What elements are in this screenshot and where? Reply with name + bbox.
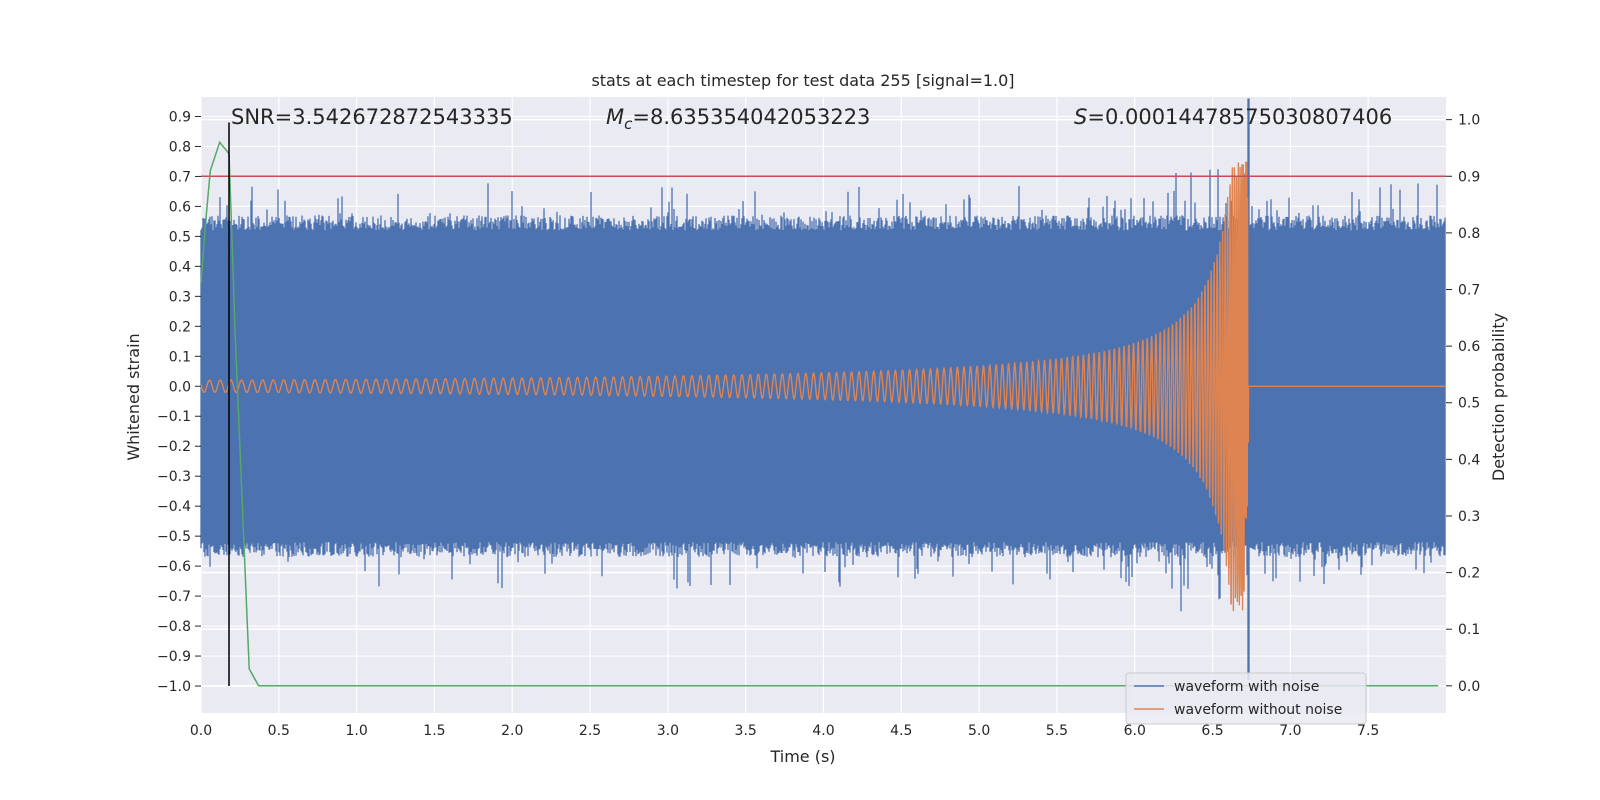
x-tick-label: 7.5 bbox=[1357, 723, 1379, 739]
y-tick-label: −0.3 bbox=[157, 469, 191, 485]
y-tick-label: −0.1 bbox=[157, 409, 191, 425]
y2-axis-label: Detection probability bbox=[1489, 313, 1508, 481]
chirp-mass-annotation: Mc=8.635354042053223 bbox=[606, 105, 870, 133]
y-tick-label: −0.6 bbox=[157, 559, 191, 575]
y-tick-label: 0.2 bbox=[169, 319, 191, 335]
y-tick-label: −0.2 bbox=[157, 439, 191, 455]
y2-tick-label: 0.0 bbox=[1458, 679, 1480, 695]
mc-symbol: M bbox=[606, 105, 624, 129]
y-tick-label: −1.0 bbox=[157, 679, 191, 695]
s-annotation: S=0.00014478575030807406 bbox=[1074, 105, 1392, 129]
y2-tick-label: 0.4 bbox=[1458, 452, 1480, 468]
x-tick-label: 5.5 bbox=[1046, 723, 1068, 739]
y2-tick-label: 0.1 bbox=[1458, 622, 1480, 638]
x-axis-label: Time (s) bbox=[769, 747, 835, 766]
x-tick-label: 1.0 bbox=[345, 723, 367, 739]
x-tick-label: 5.0 bbox=[968, 723, 990, 739]
y-axis-ticks: −1.0 −0.9 −0.8 −0.7 −0.6 −0.5 −0.4 −0.3 −0.2 −0.1… bbox=[157, 109, 201, 695]
series-layer bbox=[200, 98, 1446, 687]
y-tick-label: 0.8 bbox=[169, 139, 191, 155]
y2-tick-label: 0.3 bbox=[1458, 509, 1480, 525]
y-tick-label: −0.8 bbox=[157, 619, 191, 635]
x-tick-label: 2.5 bbox=[579, 723, 601, 739]
y-tick-label: 0.4 bbox=[169, 259, 191, 275]
x-tick-label: 3.5 bbox=[735, 723, 757, 739]
x-tick-label: 0.5 bbox=[268, 723, 290, 739]
snr-annotation: SNR=3.542672872543335 bbox=[231, 105, 513, 129]
y-tick-label: −0.4 bbox=[157, 499, 191, 515]
y-tick-label: 0.5 bbox=[169, 229, 191, 245]
x-tick-label: 3.0 bbox=[657, 723, 679, 739]
y2-tick-label: 0.2 bbox=[1458, 566, 1480, 582]
x-tick-label: 2.0 bbox=[501, 723, 523, 739]
y-tick-label: 0.9 bbox=[169, 109, 191, 125]
chart-title: stats at each timestep for test data 255… bbox=[591, 71, 1014, 90]
x-tick-label: 0.0 bbox=[190, 723, 212, 739]
y-tick-label: −0.9 bbox=[157, 649, 191, 665]
legend-label-waveform-without-noise: waveform without noise bbox=[1174, 702, 1342, 718]
legend-box bbox=[1125, 672, 1367, 725]
y2-tick-label: 0.9 bbox=[1458, 169, 1480, 185]
y2-tick-label: 0.5 bbox=[1458, 396, 1480, 412]
x-tick-label: 7.0 bbox=[1279, 723, 1301, 739]
legend: waveform with noise waveform without noi… bbox=[1125, 672, 1367, 725]
y-tick-label: −0.5 bbox=[157, 529, 191, 545]
mc-value: =8.635354042053223 bbox=[632, 105, 870, 129]
y-axis-label: Whitened strain bbox=[124, 333, 143, 460]
y2-tick-label: 0.7 bbox=[1458, 283, 1480, 299]
x-tick-label: 4.5 bbox=[890, 723, 912, 739]
x-tick-label: 6.0 bbox=[1124, 723, 1146, 739]
y-tick-label: 0.7 bbox=[169, 169, 191, 185]
y2-axis-ticks: 0.0 0.1 0.2 0.3 0.4 0.5 0.6 0.7 0.8 0.9 1.0 bbox=[1446, 113, 1480, 695]
s-value: =0.00014478575030807406 bbox=[1087, 105, 1392, 129]
y-tick-label: 0.3 bbox=[169, 289, 191, 305]
series-waveform-without-noise bbox=[200, 161, 1446, 611]
s-symbol: S bbox=[1074, 105, 1087, 129]
y2-tick-label: 1.0 bbox=[1458, 113, 1480, 129]
y-tick-label: 0.0 bbox=[169, 379, 191, 395]
y-tick-label: −0.7 bbox=[157, 589, 191, 605]
x-tick-label: 4.0 bbox=[812, 723, 834, 739]
y2-tick-label: 0.8 bbox=[1458, 226, 1480, 242]
y2-tick-label: 0.6 bbox=[1458, 339, 1480, 355]
mc-subscript: c bbox=[624, 115, 633, 133]
y-tick-label: 0.6 bbox=[169, 199, 191, 215]
legend-label-waveform-with-noise: waveform with noise bbox=[1174, 679, 1319, 695]
y-tick-label: 0.1 bbox=[169, 349, 191, 365]
x-tick-label: 1.5 bbox=[423, 723, 445, 739]
x-tick-label: 6.5 bbox=[1201, 723, 1223, 739]
x-axis-ticks: 0.0 0.5 1.0 1.5 2.0 2.5 3.0 3.5 4.0 4.5 5.0 5.5 6.0 6… bbox=[190, 723, 1379, 739]
